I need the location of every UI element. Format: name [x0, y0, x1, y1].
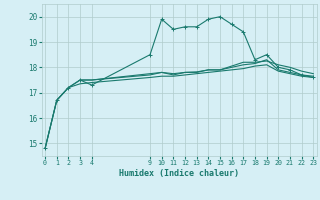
X-axis label: Humidex (Indice chaleur): Humidex (Indice chaleur): [119, 169, 239, 178]
